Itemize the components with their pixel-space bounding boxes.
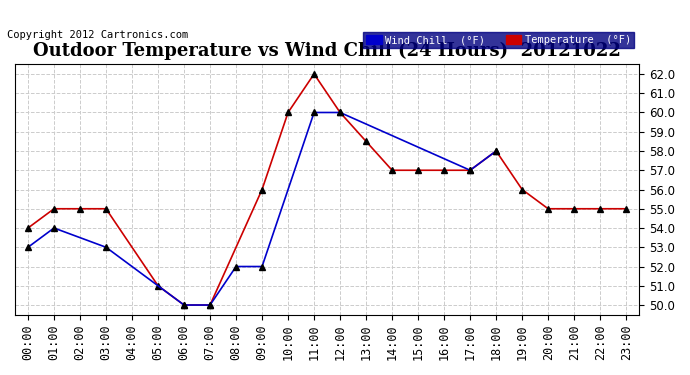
Title: Outdoor Temperature vs Wind Chill (24 Hours)  20121022: Outdoor Temperature vs Wind Chill (24 Ho… [33,42,621,60]
Legend: Wind Chill  (°F), Temperature  (°F): Wind Chill (°F), Temperature (°F) [363,32,634,48]
Text: Copyright 2012 Cartronics.com: Copyright 2012 Cartronics.com [7,30,188,39]
